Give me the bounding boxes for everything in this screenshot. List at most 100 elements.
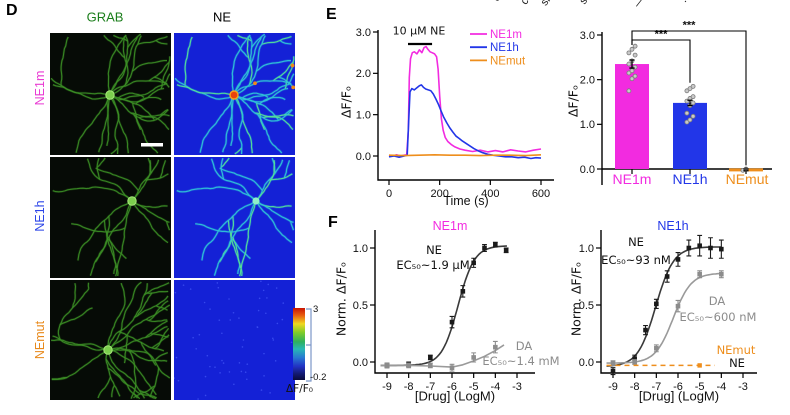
dendrite xyxy=(131,60,167,72)
fr-ne-series-label: NE xyxy=(628,235,644,249)
speckle xyxy=(174,377,175,379)
bar-category-ne1h: NE1h xyxy=(672,171,708,187)
colorbar-min-label: -0.2 xyxy=(310,372,327,383)
data-point xyxy=(632,43,638,49)
response-dendrite xyxy=(255,200,294,223)
speckle xyxy=(290,341,293,344)
NEmut-trace xyxy=(388,154,542,157)
row-label-ne1m: NE1m xyxy=(33,70,47,106)
tick-label: -5 xyxy=(695,381,705,393)
response-dendrite xyxy=(255,60,291,72)
response-dendrite xyxy=(255,159,284,202)
tick-label: -8 xyxy=(630,381,640,393)
dendrite xyxy=(109,36,138,96)
fit-curve-NE xyxy=(380,245,508,367)
stim-annotation: 10 μM NE xyxy=(392,24,446,38)
speckle xyxy=(209,308,211,310)
response-dendrite xyxy=(213,200,257,276)
dendrite xyxy=(166,221,171,231)
DA-point xyxy=(384,363,390,368)
fit-curve-NE xyxy=(606,246,721,367)
tick-label: 3.0 xyxy=(356,27,371,39)
dendrite xyxy=(51,376,67,380)
response-dendrite xyxy=(261,35,292,45)
response-dendrite xyxy=(237,34,253,42)
speckle xyxy=(216,282,219,284)
fr-da-series-label: DA xyxy=(708,294,726,308)
speckle xyxy=(241,346,244,348)
response-dendrite xyxy=(259,96,286,105)
response-dendrite xyxy=(283,160,291,179)
data-point xyxy=(687,86,693,91)
sig-stars: *** xyxy=(655,29,669,41)
response-dendrite xyxy=(255,200,293,244)
response-dendrite xyxy=(233,94,293,122)
fit-curve-DA xyxy=(606,272,721,364)
speckle xyxy=(262,289,265,292)
DA-point xyxy=(610,360,616,366)
dendrite xyxy=(118,331,165,352)
dendrite xyxy=(106,96,110,147)
NE-point xyxy=(719,246,724,252)
hotspot xyxy=(291,85,295,90)
legend-label-NEmut: NEmut xyxy=(490,55,526,67)
panel-d-label: D xyxy=(6,2,18,19)
response-dendrite xyxy=(233,94,253,154)
tick-label: 1.0 xyxy=(579,243,594,255)
speckle xyxy=(258,297,261,300)
speckle xyxy=(221,359,223,362)
hotspot xyxy=(290,63,295,68)
dendrite xyxy=(87,282,90,289)
dendrite xyxy=(160,109,169,116)
cropped-label-fragment: co xyxy=(519,0,536,7)
response-dendrite xyxy=(284,56,295,90)
error-bar xyxy=(629,59,635,69)
micrograph-grab-row1 xyxy=(50,157,171,278)
row-label-nemut: NEmut xyxy=(33,320,47,360)
DA-point xyxy=(428,363,433,368)
speckle xyxy=(214,366,216,368)
response-dendrite xyxy=(272,61,294,82)
NE-point xyxy=(675,257,681,262)
dendrite xyxy=(159,160,167,179)
speckle xyxy=(228,371,231,373)
speckle xyxy=(263,375,265,377)
dendrite xyxy=(115,200,133,277)
speckle xyxy=(198,333,201,336)
dendrite xyxy=(98,94,111,153)
speckle xyxy=(229,319,232,321)
response-dendrite xyxy=(241,82,292,101)
dendrite xyxy=(51,349,109,381)
image-bg xyxy=(174,280,295,400)
soma xyxy=(103,345,113,355)
speckle xyxy=(233,383,235,386)
soma-response xyxy=(252,197,260,205)
dendrite xyxy=(109,80,168,96)
dose-response-chart-ne1h: 0.0 0.5 1.0 -9 -8 -7 -6 -5 -4 -3 xyxy=(579,230,757,393)
response-dendrite xyxy=(235,96,279,121)
speckle xyxy=(246,378,248,381)
colorbar-gradient xyxy=(293,308,305,380)
response-dendrite xyxy=(176,186,257,202)
dendrite xyxy=(154,352,169,361)
NE-point xyxy=(664,274,670,279)
dendrite xyxy=(149,367,160,398)
NE1m-trace xyxy=(388,45,542,157)
speckle xyxy=(242,339,245,341)
tick-label: 400 xyxy=(481,188,499,200)
dendrite xyxy=(117,82,168,101)
grab-column-header: GRAB xyxy=(86,9,124,25)
dendrite xyxy=(96,157,106,168)
tick-label: 0.0 xyxy=(579,357,594,369)
tick-label: 0.0 xyxy=(580,164,595,176)
nemut-mean-point xyxy=(744,167,748,171)
dendrite xyxy=(148,300,169,322)
dendrite xyxy=(107,349,168,362)
response-dendrite xyxy=(233,35,266,96)
speckle xyxy=(260,280,262,283)
NE1h-trace xyxy=(388,84,542,160)
speckle xyxy=(232,311,235,314)
speckle xyxy=(257,309,260,312)
response-dendrite xyxy=(287,73,295,85)
bar-category-nemut: NEmut xyxy=(725,171,769,187)
